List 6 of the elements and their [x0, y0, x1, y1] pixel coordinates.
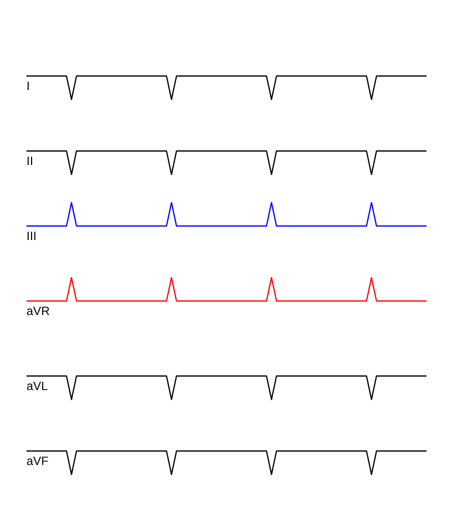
series-label: aVR — [26, 304, 50, 318]
series-label: aVL — [26, 378, 48, 393]
series-label: I — [26, 78, 30, 93]
series-label: II — [26, 154, 34, 168]
series-label: III — [26, 228, 37, 243]
series-label: aVF — [26, 454, 49, 468]
